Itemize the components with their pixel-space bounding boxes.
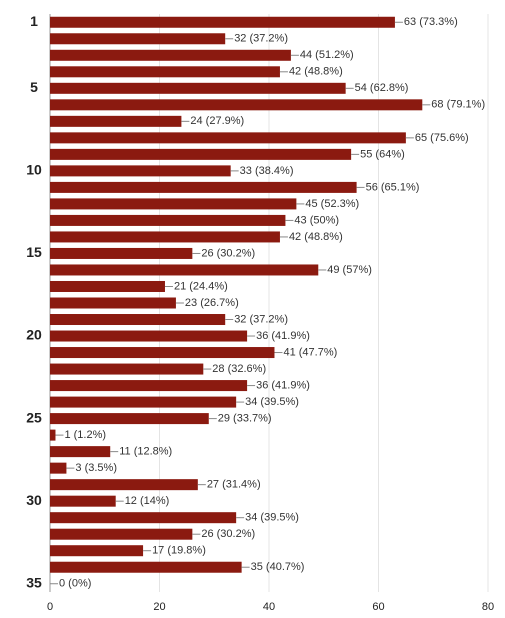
value-label: 17 (19.8%) [152, 545, 206, 557]
x-tick-label: 20 [153, 601, 165, 613]
value-label: 56 (65.1%) [366, 181, 420, 193]
bar [50, 495, 116, 507]
bar [50, 148, 352, 160]
value-label: 36 (41.9%) [256, 330, 310, 342]
y-tick-label: 15 [26, 244, 42, 260]
value-label: 32 (37.2%) [234, 313, 288, 325]
bar [50, 380, 248, 392]
value-label: 11 (12.8%) [119, 446, 172, 458]
bar [50, 363, 204, 375]
bar [50, 297, 176, 309]
value-label: 33 (38.4%) [240, 165, 294, 177]
bar [50, 561, 242, 573]
value-label: 68 (79.1%) [431, 99, 485, 111]
value-label: 1 (1.2%) [64, 429, 106, 441]
y-tick-label: 25 [26, 409, 42, 425]
value-label: 12 (14%) [125, 495, 170, 507]
bar [50, 264, 319, 276]
bar [50, 231, 280, 243]
value-label: 24 (27.9%) [190, 115, 244, 127]
y-tick-label: 5 [30, 79, 38, 95]
value-label: 49 (57%) [327, 264, 372, 276]
value-label: 21 (24.4%) [174, 280, 228, 292]
bar [50, 347, 275, 359]
value-label: 43 (50%) [294, 214, 339, 226]
bar [50, 49, 291, 61]
value-label: 32 (37.2%) [234, 33, 288, 45]
value-label: 65 (75.6%) [415, 132, 469, 144]
bar [50, 280, 165, 292]
value-label: 36 (41.9%) [256, 379, 310, 391]
bar [50, 181, 357, 193]
value-label: 44 (51.2%) [300, 49, 354, 61]
bar [50, 479, 198, 491]
value-label: 41 (47.7%) [283, 346, 337, 358]
x-tick-label: 0 [47, 601, 53, 613]
value-label: 63 (73.3%) [404, 16, 458, 28]
value-label: 26 (30.2%) [201, 247, 255, 259]
bar [50, 512, 237, 524]
bar [50, 330, 248, 342]
value-label: 0 (0%) [59, 578, 91, 590]
y-tick-label: 1 [30, 13, 38, 29]
y-tick-label: 35 [26, 574, 42, 590]
value-label: 42 (48.8%) [289, 66, 343, 78]
bar [50, 165, 231, 177]
bar [50, 314, 226, 326]
bar [50, 33, 226, 45]
bar [50, 429, 56, 441]
value-label: 34 (39.5%) [245, 512, 299, 524]
bar [50, 82, 346, 94]
bar [50, 446, 111, 458]
x-tick-label: 80 [482, 601, 494, 613]
value-label: 55 (64%) [360, 148, 405, 160]
bar [50, 132, 406, 144]
value-label: 42 (48.8%) [289, 231, 343, 243]
bar [50, 528, 193, 540]
value-label: 23 (26.7%) [185, 297, 239, 309]
bar [50, 396, 237, 408]
bar [50, 198, 297, 210]
value-label: 35 (40.7%) [251, 561, 305, 573]
value-label: 54 (62.8%) [355, 82, 409, 94]
bar [50, 115, 182, 127]
value-label: 45 (52.3%) [305, 198, 359, 210]
y-tick-label: 10 [26, 162, 42, 178]
x-tick-label: 40 [263, 601, 275, 613]
bar [50, 214, 286, 226]
bar [50, 66, 280, 78]
x-tick-label: 60 [372, 601, 384, 613]
y-tick-label: 20 [26, 327, 42, 343]
value-label: 34 (39.5%) [245, 396, 299, 408]
bar [50, 413, 209, 425]
value-label: 26 (30.2%) [201, 528, 255, 540]
value-label: 27 (31.4%) [207, 479, 261, 491]
value-label: 28 (32.6%) [212, 363, 266, 375]
bar [50, 545, 144, 557]
value-label: 3 (3.5%) [75, 462, 117, 474]
value-label: 29 (33.7%) [218, 413, 272, 425]
bar [50, 16, 395, 28]
bar [50, 99, 423, 111]
bar [50, 247, 193, 259]
y-tick-label: 30 [26, 492, 42, 508]
bar [50, 462, 67, 474]
